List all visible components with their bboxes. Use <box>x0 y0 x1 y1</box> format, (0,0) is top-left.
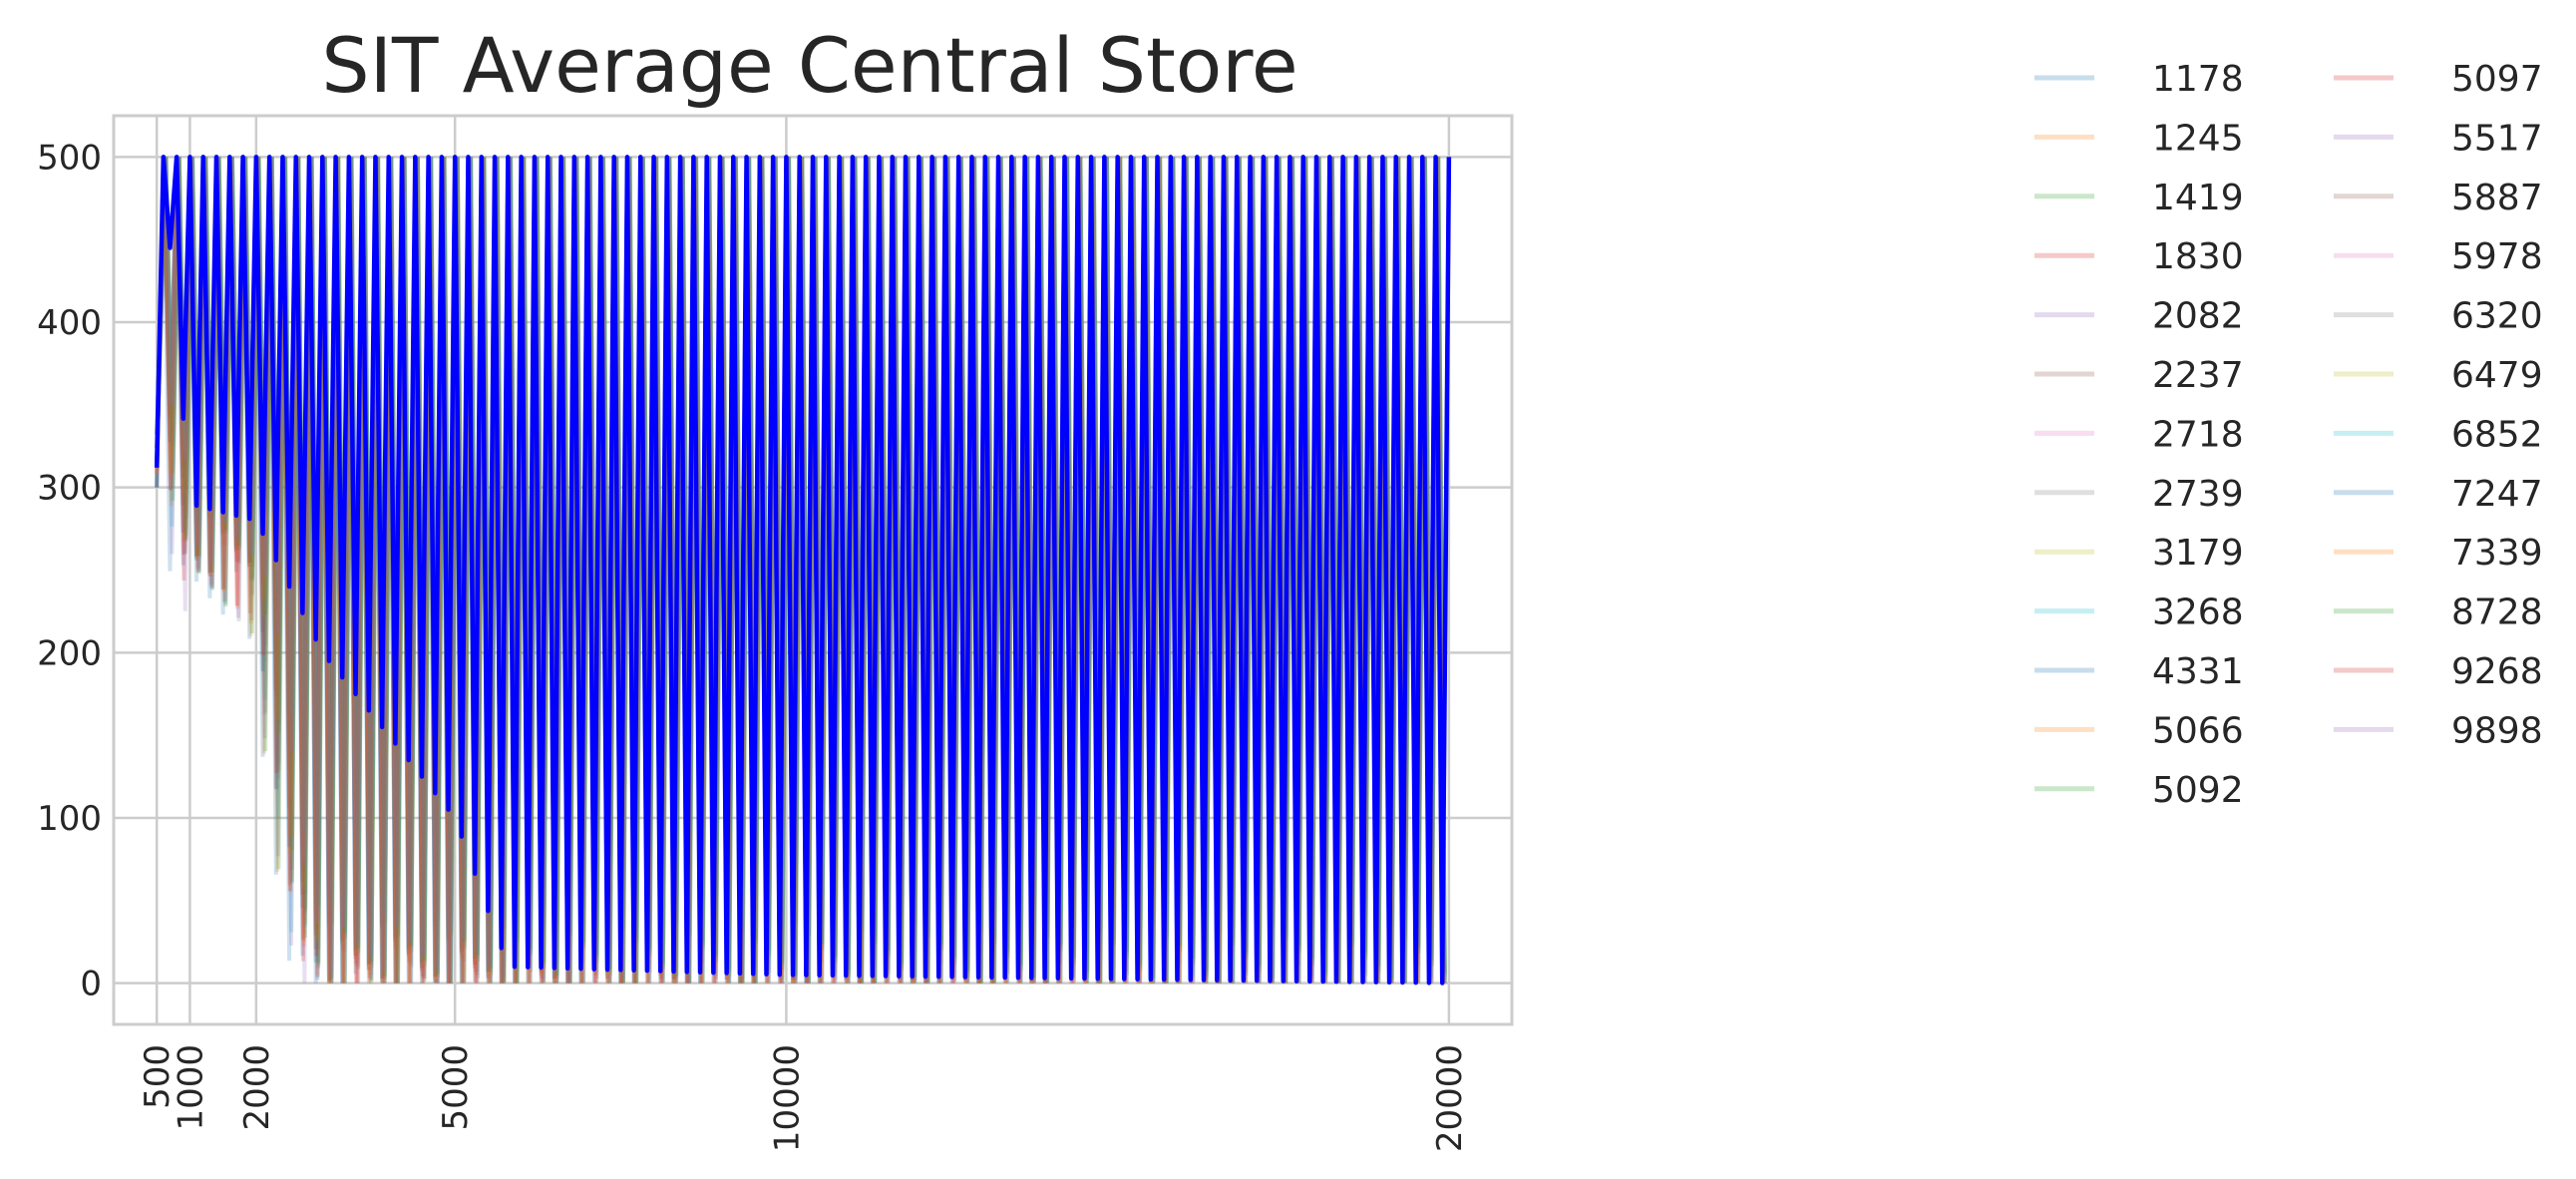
x-tick-label: 5000 <box>436 1044 476 1131</box>
legend-label: 1178 <box>2152 59 2244 100</box>
legend-label: 5517 <box>2451 118 2543 159</box>
legend-label: 3179 <box>2152 533 2244 574</box>
y-tick-label: 0 <box>80 965 102 1004</box>
legend-label: 4331 <box>2152 651 2244 692</box>
y-tick-label: 500 <box>37 138 102 178</box>
y-axis: 0 100 200 300 400 500 <box>37 138 102 1003</box>
legend-label: 7339 <box>2451 533 2543 574</box>
legend-label: 1419 <box>2152 178 2244 218</box>
x-tick-label: 500 <box>138 1044 178 1109</box>
legend-label: 5887 <box>2451 178 2543 218</box>
legend-label: 9268 <box>2451 651 2543 692</box>
y-tick-label: 300 <box>37 469 102 509</box>
legend-label: 5978 <box>2451 236 2543 277</box>
y-tick-label: 100 <box>37 799 102 839</box>
y-tick-label: 200 <box>37 633 102 673</box>
x-tick-label: 1000 <box>171 1044 210 1131</box>
legend-label: 7247 <box>2451 474 2543 515</box>
legend-label: 3268 <box>2152 592 2244 633</box>
legend-label: 6852 <box>2451 414 2543 455</box>
legend-label: 6320 <box>2451 296 2543 337</box>
x-tick-label: 2000 <box>237 1044 277 1131</box>
x-tick-label: 10000 <box>767 1044 807 1152</box>
x-tick-label: 20000 <box>1430 1044 1470 1152</box>
legend-label: 8728 <box>2451 592 2543 633</box>
legend-label: 2718 <box>2152 414 2244 455</box>
y-tick-label: 400 <box>37 303 102 343</box>
legend-label: 2739 <box>2152 474 2244 515</box>
legend-label: 1830 <box>2152 236 2244 277</box>
legend-label: 6479 <box>2451 355 2543 396</box>
legend-label: 5097 <box>2451 59 2543 100</box>
plot-frame <box>112 114 1514 1026</box>
legend-label: 2082 <box>2152 296 2244 337</box>
legend-label: 5066 <box>2152 710 2244 751</box>
average-line-group <box>154 155 1452 985</box>
chart-title: SIT Average Central Store <box>321 21 1297 110</box>
legend: 1178 1245 1419 1830 2082 2237 2718 2739 3179 3268… <box>2034 59 2543 811</box>
legend-label: 5092 <box>2152 770 2244 811</box>
average-line <box>154 155 1452 985</box>
legend-label: 1245 <box>2152 118 2244 159</box>
legend-label: 9898 <box>2451 710 2543 751</box>
legend-label: 2237 <box>2152 355 2244 396</box>
